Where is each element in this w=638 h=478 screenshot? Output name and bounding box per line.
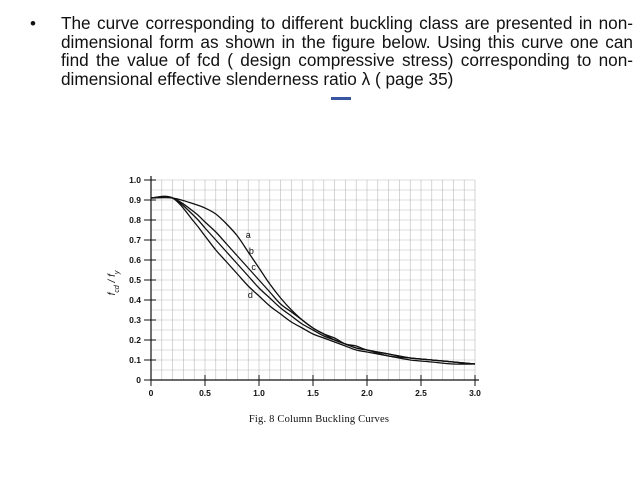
- lambda-macron: [331, 97, 351, 100]
- y-tick-label: 0.5: [129, 275, 141, 285]
- curve-b: [150, 196, 476, 365]
- curve-d: [150, 195, 476, 365]
- x-tick-label: 3.0: [469, 388, 481, 398]
- x-tick-label: 1.5: [307, 388, 319, 398]
- y-tick-label: 0.2: [129, 335, 141, 345]
- curve-label-c: c: [251, 262, 256, 272]
- grid: [150, 179, 476, 381]
- x-tick-label: 2.5: [415, 388, 427, 398]
- x-tick-label: 0: [149, 388, 154, 398]
- buckling-curves-chart: fcd / fy 0 0.1 0.2 0.3 0.4 0.5 0.6 0.7 0.8 0.9 1.0…: [107, 175, 481, 398]
- curve-label-d: d: [248, 290, 253, 300]
- y-tick-label: 0.8: [129, 215, 141, 225]
- curve-label-a: a: [246, 230, 251, 240]
- curve-label-b: b: [249, 246, 254, 256]
- x-tick-label: 1.0: [253, 388, 265, 398]
- bullet-text: The curve corresponding to different buc…: [61, 13, 633, 89]
- y-tick-label: 1.0: [129, 175, 141, 185]
- y-tick-label: 0.7: [129, 235, 141, 245]
- y-tick-label: 0.9: [129, 195, 141, 205]
- y-tick-label: 0.1: [129, 355, 141, 365]
- y-tick-label: 0: [136, 375, 141, 385]
- figure-caption: Fig. 8 Column Buckling Curves: [248, 414, 390, 425]
- plot-area: 0 0.1 0.2 0.3 0.4 0.5 0.6 0.7 0.8 0.9 1.0 0 0.5 1.0 1.…: [129, 175, 481, 398]
- bullet-dot: •: [30, 14, 36, 33]
- y-tick-label: 0.6: [129, 255, 141, 265]
- y-tick-label: 0.4: [129, 295, 141, 305]
- x-tick-label: 2.0: [361, 388, 373, 398]
- y-axis-label: fcd / fy: [107, 270, 121, 295]
- y-tick-label: 0.3: [129, 315, 141, 325]
- x-tick-label: 0.5: [199, 388, 211, 398]
